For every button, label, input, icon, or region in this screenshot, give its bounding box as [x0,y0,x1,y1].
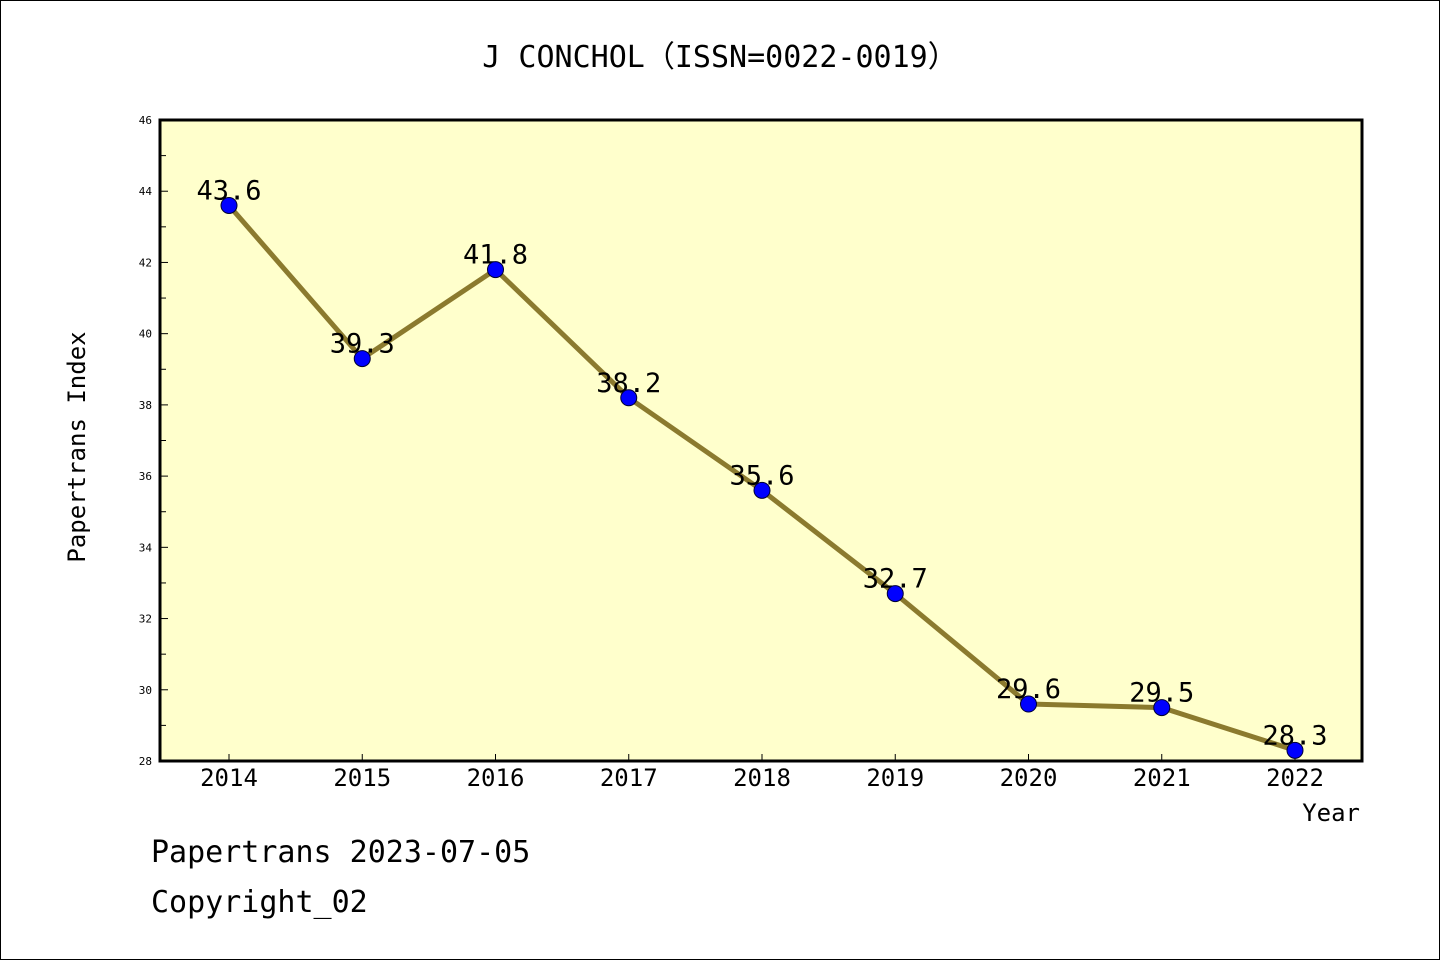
y-axis-label: Papertrans Index [63,331,91,562]
x-tick-label: 2014 [200,764,258,792]
y-tick-label: 28 [139,755,152,768]
x-axis-label: Year [1302,799,1360,827]
y-tick-label: 40 [139,328,152,341]
x-tick-label: 2019 [866,764,924,792]
x-tick-label: 2017 [600,764,658,792]
y-tick-label: 46 [139,114,152,127]
y-tick-label: 44 [139,185,153,198]
plot-area [158,118,1364,763]
x-tick-label: 2020 [1000,764,1058,792]
x-tick-label: 2016 [467,764,525,792]
data-point [1153,699,1171,717]
footer-date-text: Papertrans 2023-07-05 [151,835,531,870]
x-tick-label: 2015 [333,764,391,792]
y-tick-label: 42 [139,256,152,269]
data-point [353,350,371,368]
x-axis: 2014 2015 2016 2017 2018 2019 2020 2021 2022 [200,754,1324,792]
y-axis: 28 30 32 34 36 38 40 42 44 46 [139,114,168,768]
series-group: 43.639.341.838.235.632.729.6 29.528.3 [196,175,1328,759]
x-tick-label: 2022 [1266,764,1324,792]
chart-title: J CONCHOL（ISSN=0022-0019） [482,40,957,75]
y-tick-label: 38 [139,399,152,412]
data-point [753,481,771,499]
data-point [620,389,638,407]
data-point [220,196,238,214]
y-tick-label: 34 [139,541,153,554]
data-point [487,261,504,279]
y-tick-label: 30 [139,684,152,697]
y-tick-label: 32 [139,613,152,626]
footer-copyright-text: Copyright_02 [151,885,368,920]
x-tick-label: 2021 [1133,764,1191,792]
data-point [1020,695,1037,713]
y-tick-label: 36 [139,470,152,483]
data-point [1286,741,1304,759]
data-point [886,585,904,603]
x-tick-label: 2018 [733,764,791,792]
